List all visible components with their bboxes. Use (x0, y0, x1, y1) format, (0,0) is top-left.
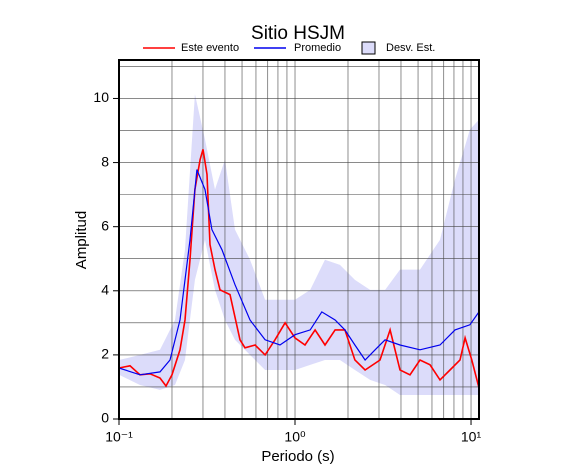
series-line (118, 169, 480, 376)
x-tick-label: 10⁰ (284, 429, 306, 445)
legend-label: Desv. Est. (386, 42, 435, 54)
y-tick-label: 4 (101, 281, 109, 297)
legend-label: Este evento (181, 42, 239, 54)
std-band (119, 94, 479, 395)
y-tick-label: 8 (101, 153, 109, 169)
y-tick-label: 6 (101, 217, 109, 233)
chart-title: Sitio HSJM (251, 23, 345, 44)
x-tick-label: 10⁻¹ (105, 429, 133, 445)
y-axis-label: Amplitud (73, 211, 90, 269)
plot-frame (118, 59, 480, 420)
series-line (118, 149, 480, 389)
y-tick-label: 2 (101, 346, 109, 362)
legend-swatch (361, 41, 376, 55)
y-tick-label: 10 (93, 89, 109, 105)
y-tick-label: 0 (101, 410, 109, 426)
legend-label: Promedio (294, 42, 341, 54)
x-axis-label: Periodo (s) (261, 448, 334, 465)
x-tick-label: 10¹ (461, 429, 482, 445)
